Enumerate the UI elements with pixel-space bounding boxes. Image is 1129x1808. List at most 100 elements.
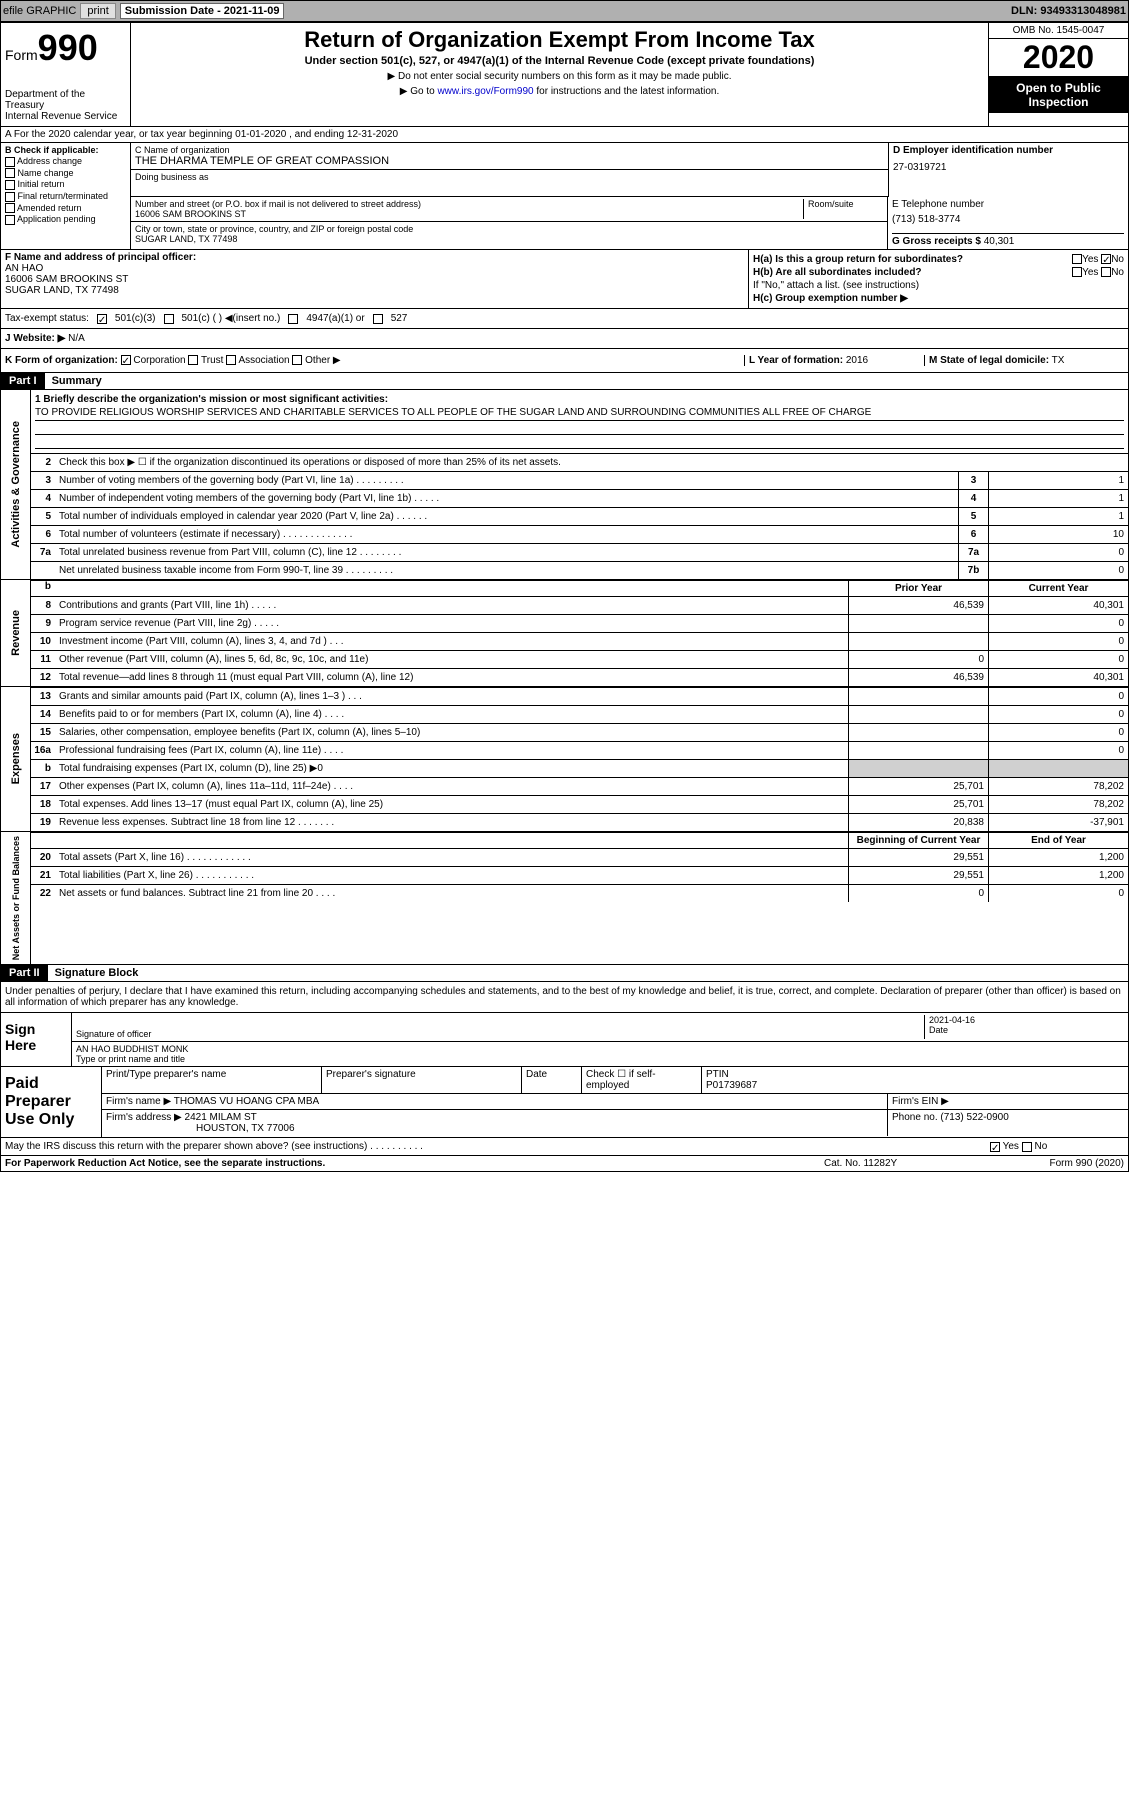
- hc-label: H(c) Group exemption number ▶: [753, 293, 908, 304]
- note-ssn: ▶ Do not enter social security numbers o…: [135, 71, 984, 82]
- col-current: Current Year: [988, 581, 1128, 596]
- dba-label: Doing business as: [135, 172, 884, 182]
- gross-value: 40,301: [984, 236, 1015, 247]
- preparer-row: Paid Preparer Use Only Print/Type prepar…: [1, 1066, 1128, 1137]
- activities-governance: Activities & Governance 1 Briefly descri…: [1, 390, 1128, 580]
- addr-label: Number and street (or P.O. box if mail i…: [135, 199, 803, 209]
- hb-label: H(b) Are all subordinates included?: [753, 267, 922, 278]
- line-row: 7aTotal unrelated business revenue from …: [31, 543, 1128, 561]
- perjury-text: Under penalties of perjury, I declare th…: [1, 982, 1128, 1012]
- firm-ein-label: Firm's EIN ▶: [888, 1094, 1128, 1109]
- mission-text: TO PROVIDE RELIGIOUS WORSHIP SERVICES AN…: [35, 405, 1124, 421]
- state-domicile: TX: [1052, 355, 1065, 366]
- dln: DLN: 93493313048981: [1011, 5, 1126, 17]
- cb-name-change[interactable]: Name change: [5, 168, 126, 179]
- toolbar: efile GRAPHIC print Submission Date - 20…: [0, 0, 1129, 22]
- prep-date-label: Date: [522, 1067, 582, 1093]
- website-row: J Website: ▶ N/A: [1, 329, 1128, 349]
- org-city: SUGAR LAND, TX 77498: [135, 234, 883, 244]
- tel-value: (713) 518-3774: [892, 214, 1124, 225]
- gross-label: G Gross receipts $: [892, 236, 981, 247]
- website-value: N/A: [68, 333, 85, 344]
- cat-no: Cat. No. 11282Y: [824, 1158, 974, 1169]
- vlabel-exp: Expenses: [8, 729, 24, 788]
- prep-sig-label: Preparer's signature: [322, 1067, 522, 1093]
- line-row: 9Program service revenue (Part VIII, lin…: [31, 614, 1128, 632]
- ptin-value: P01739687: [706, 1080, 757, 1091]
- line-row: 15Salaries, other compensation, employee…: [31, 723, 1128, 741]
- cb-other[interactable]: [292, 355, 302, 365]
- part-i-header: Part I Summary: [1, 373, 1128, 390]
- efile-label: efile GRAPHIC: [3, 5, 76, 17]
- irs-link[interactable]: www.irs.gov/Form990: [437, 86, 533, 97]
- cb-527[interactable]: [373, 314, 383, 324]
- vlabel-rev: Revenue: [8, 606, 24, 660]
- ein-label: D Employer identification number: [893, 145, 1124, 156]
- cb-501c3[interactable]: [97, 314, 107, 324]
- k-row: K Form of organization: Corporation Trus…: [1, 349, 1128, 373]
- org-name: THE DHARMA TEMPLE OF GREAT COMPASSION: [135, 155, 884, 167]
- cb-initial-return[interactable]: Initial return: [5, 179, 126, 190]
- department-label: Department of the Treasury Internal Reve…: [5, 89, 126, 122]
- revenue-section: Revenue bPrior YearCurrent Year 8Contrib…: [1, 580, 1128, 687]
- form-990-container: Form990 Department of the Treasury Inter…: [0, 22, 1129, 1172]
- line-row: 8Contributions and grants (Part VIII, li…: [31, 596, 1128, 614]
- cb-final-return[interactable]: Final return/terminated: [5, 191, 126, 202]
- footer: For Paperwork Reduction Act Notice, see …: [1, 1155, 1128, 1171]
- officer-name: AN HAO: [5, 263, 744, 274]
- cb-address-change[interactable]: Address change: [5, 156, 126, 167]
- line-row: 21Total liabilities (Part X, line 26) . …: [31, 866, 1128, 884]
- mission-label: 1 Briefly describe the organization's mi…: [35, 394, 1124, 405]
- line-row: Net unrelated business taxable income fr…: [31, 561, 1128, 579]
- line-row: 3Number of voting members of the governi…: [31, 471, 1128, 489]
- cb-discuss-yes[interactable]: [990, 1142, 1000, 1152]
- tax-status-row: Tax-exempt status: 501(c)(3) 501(c) ( ) …: [1, 309, 1128, 329]
- org-address: 16006 SAM BROOKINS ST: [135, 209, 803, 219]
- line-row: 12Total revenue—add lines 8 through 11 (…: [31, 668, 1128, 686]
- inspection-label: Open to Public Inspection: [989, 77, 1128, 113]
- officer-name-title: AN HAO BUDDHIST MONK: [76, 1044, 1124, 1054]
- org-name-label: C Name of organization: [135, 145, 884, 155]
- part-ii-header: Part II Signature Block: [1, 965, 1128, 982]
- line-row: 11Other revenue (Part VIII, column (A), …: [31, 650, 1128, 668]
- discuss-question: May the IRS discuss this return with the…: [1, 1139, 988, 1154]
- officer-row: F Name and address of principal officer:…: [1, 250, 1128, 309]
- line-row: 4Number of independent voting members of…: [31, 489, 1128, 507]
- sig-officer-label: Signature of officer: [76, 1029, 151, 1039]
- line-row: 14Benefits paid to or for members (Part …: [31, 705, 1128, 723]
- cb-amended-return[interactable]: Amended return: [5, 203, 126, 214]
- expenses-section: Expenses 13Grants and similar amounts pa…: [1, 687, 1128, 832]
- row-a-tax-year: A For the 2020 calendar year, or tax yea…: [1, 127, 1128, 143]
- form-header: Form990 Department of the Treasury Inter…: [1, 23, 1128, 127]
- cb-4947[interactable]: [288, 314, 298, 324]
- officer-label: F Name and address of principal officer:: [5, 252, 744, 263]
- sig-date: 2021-04-16: [929, 1015, 1124, 1025]
- cb-501c[interactable]: [164, 314, 174, 324]
- form-title: Return of Organization Exempt From Incom…: [135, 27, 984, 53]
- paperwork-notice: For Paperwork Reduction Act Notice, see …: [5, 1158, 824, 1169]
- sign-here-row: Sign Here Signature of officer 2021-04-1…: [1, 1012, 1128, 1066]
- line-row: 13Grants and similar amounts paid (Part …: [31, 687, 1128, 705]
- line-row: 18Total expenses. Add lines 13–17 (must …: [31, 795, 1128, 813]
- firm-phone: (713) 522-0900: [940, 1112, 1008, 1123]
- city-label: City or town, state or province, country…: [135, 224, 883, 234]
- ein-value: 27-0319721: [893, 162, 1124, 173]
- vlabel-ag: Activities & Governance: [8, 417, 24, 552]
- col-prior: Prior Year: [848, 581, 988, 596]
- cb-discuss-no[interactable]: [1022, 1142, 1032, 1152]
- vlabel-na: Net Assets or Fund Balances: [9, 832, 23, 964]
- cb-trust[interactable]: [188, 355, 198, 365]
- omb-number: OMB No. 1545-0047: [989, 23, 1128, 39]
- print-button[interactable]: print: [80, 3, 115, 19]
- line-row: 16aProfessional fundraising fees (Part I…: [31, 741, 1128, 759]
- cb-application-pending[interactable]: Application pending: [5, 214, 126, 225]
- form-number: Form990: [5, 27, 126, 69]
- cb-corporation[interactable]: [121, 355, 131, 365]
- firm-addr1: 2421 MILAM ST: [185, 1112, 257, 1123]
- officer-addr1: 16006 SAM BROOKINS ST: [5, 274, 744, 285]
- line-row: 5Total number of individuals employed in…: [31, 507, 1128, 525]
- ha-label: H(a) Is this a group return for subordin…: [753, 254, 963, 265]
- hb-note: If "No," attach a list. (see instruction…: [753, 280, 1124, 291]
- cb-association[interactable]: [226, 355, 236, 365]
- line-2: Check this box ▶ ☐ if the organization d…: [55, 455, 1128, 470]
